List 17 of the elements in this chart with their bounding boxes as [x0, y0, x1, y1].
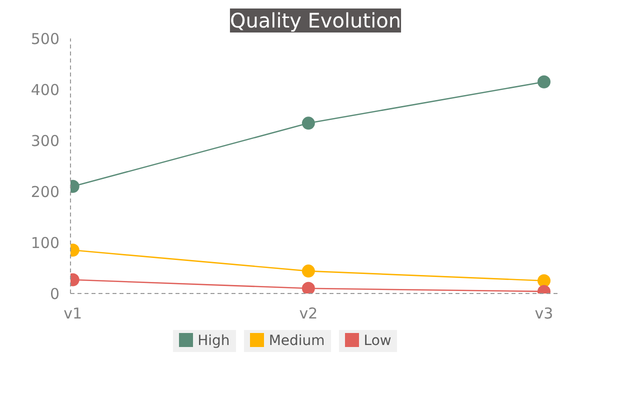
- y-tick-label: 200: [30, 183, 60, 201]
- x-tick-label: v3: [534, 304, 554, 322]
- point: [538, 75, 551, 88]
- legend-item: High: [172, 330, 236, 352]
- y-tick-label: 100: [30, 234, 60, 252]
- y-tick-label: 400: [30, 81, 60, 99]
- y-tick-label: 500: [30, 30, 60, 48]
- x-tick-label: v1: [64, 304, 82, 322]
- point: [302, 116, 315, 130]
- point: [302, 264, 315, 278]
- point: [538, 274, 551, 288]
- chart-title: Quality Evolution: [230, 8, 402, 32]
- legend-item: Medium: [244, 330, 331, 352]
- y-tick-label: 0: [50, 285, 60, 303]
- y-tick-label: 300: [30, 132, 60, 150]
- x-tick-label: v2: [299, 304, 318, 322]
- legend-item: Low: [338, 330, 398, 352]
